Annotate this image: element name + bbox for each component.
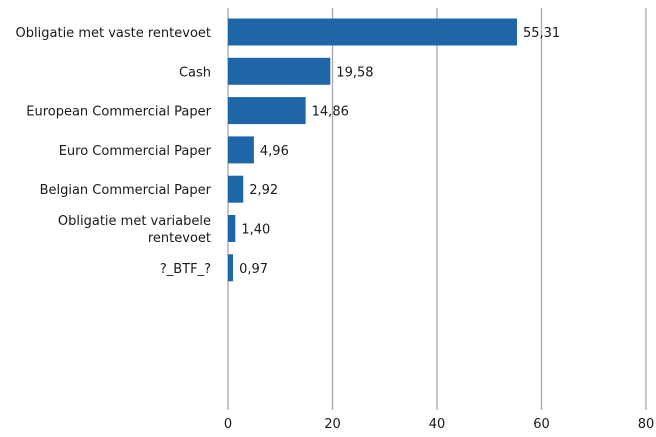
x-tick-label: 40: [429, 417, 446, 432]
gridlines: [227, 8, 647, 410]
bar: [228, 254, 234, 282]
data-label: 4,96: [260, 144, 289, 159]
bar: [228, 18, 517, 46]
bars: [228, 18, 517, 282]
category-label: Belgian Commercial Paper: [40, 183, 212, 198]
data-labels: 55,31 19,58 14,86 4,96 2,92 1,40 0,97: [239, 26, 560, 277]
bar: [228, 97, 306, 125]
data-label: 0,97: [239, 262, 268, 277]
data-label: 19,58: [336, 65, 373, 80]
x-tick-label: 0: [224, 417, 232, 432]
category-labels: Obligatie met vaste rentevoet Cash Europea…: [16, 26, 212, 277]
category-label: Cash: [179, 65, 211, 80]
category-label: Obligatie met variabele: [58, 214, 211, 229]
x-axis-ticks: 0 20 40 60 80: [224, 417, 654, 432]
bar: [228, 215, 236, 242]
bar: [228, 136, 254, 164]
data-label: 14,86: [312, 105, 349, 120]
category-label: Euro Commercial Paper: [59, 144, 212, 159]
data-label: 1,40: [241, 223, 270, 238]
data-label: 55,31: [523, 26, 560, 41]
x-tick-label: 20: [324, 417, 341, 432]
category-label: ?_BTF_?: [160, 262, 211, 277]
data-label: 2,92: [249, 183, 278, 198]
x-tick-label: 60: [533, 417, 550, 432]
category-label: European Commercial Paper: [26, 105, 211, 120]
bar: [228, 175, 244, 203]
x-tick-label: 80: [638, 417, 655, 432]
bar: [228, 57, 331, 85]
category-label: Obligatie met vaste rentevoet: [16, 26, 211, 41]
category-label: rentevoet: [148, 231, 211, 246]
